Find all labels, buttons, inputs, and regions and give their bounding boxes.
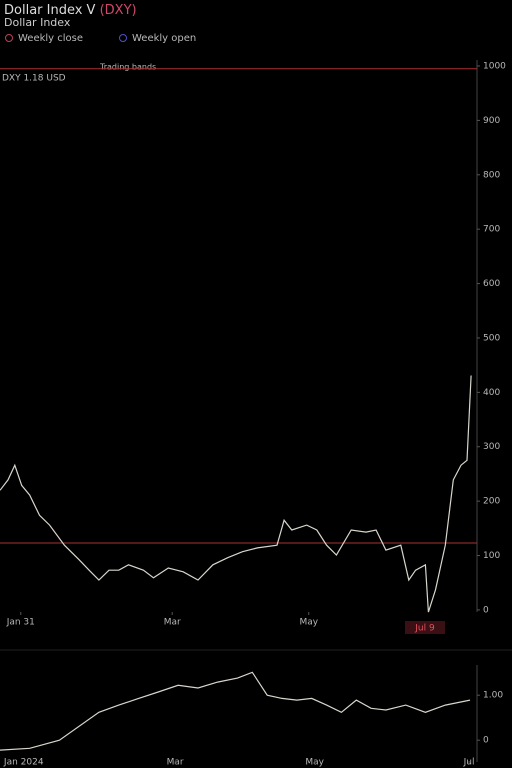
title-suffix: (DXY) [100,3,137,18]
y-tick-label: 1.00 [483,691,503,701]
price-line [0,671,471,751]
y-tick-label: 400 [483,388,500,398]
panel-title: Trading bands [99,63,156,72]
subtitle: Dollar Index [4,16,71,29]
y-tick-label: 0 [483,736,489,746]
x-tick-label: Mar [164,618,181,628]
crosshair-label-bg [405,621,445,634]
crosshair-label: Jul 9 [414,624,435,634]
legend-label[interactable]: Weekly close [18,33,83,44]
legend-marker [119,34,127,42]
legend-label[interactable]: Weekly open [132,33,196,44]
legend-marker [5,34,13,42]
y-tick-label: 100 [483,551,500,561]
title-main: Dollar Index V [4,3,96,18]
title: Dollar Index V (DXY) [4,3,137,18]
y-tick-label: 800 [483,170,500,180]
x-tick-label: May [299,618,318,628]
y-tick-label: 200 [483,497,500,507]
y-tick-label: 600 [483,279,500,289]
y-tick-label: 500 [483,333,500,343]
y-tick-label: 900 [483,116,500,126]
x-tick-label: Jan 31 [6,618,35,628]
y-tick-label: 0 [483,605,489,615]
y-tick-label: 1000 [483,62,506,72]
y-tick-label: 700 [483,225,500,235]
panel-subtitle: DXY 1.18 USD [2,74,66,84]
y-tick-label: 300 [483,442,500,452]
price-line [0,375,472,613]
